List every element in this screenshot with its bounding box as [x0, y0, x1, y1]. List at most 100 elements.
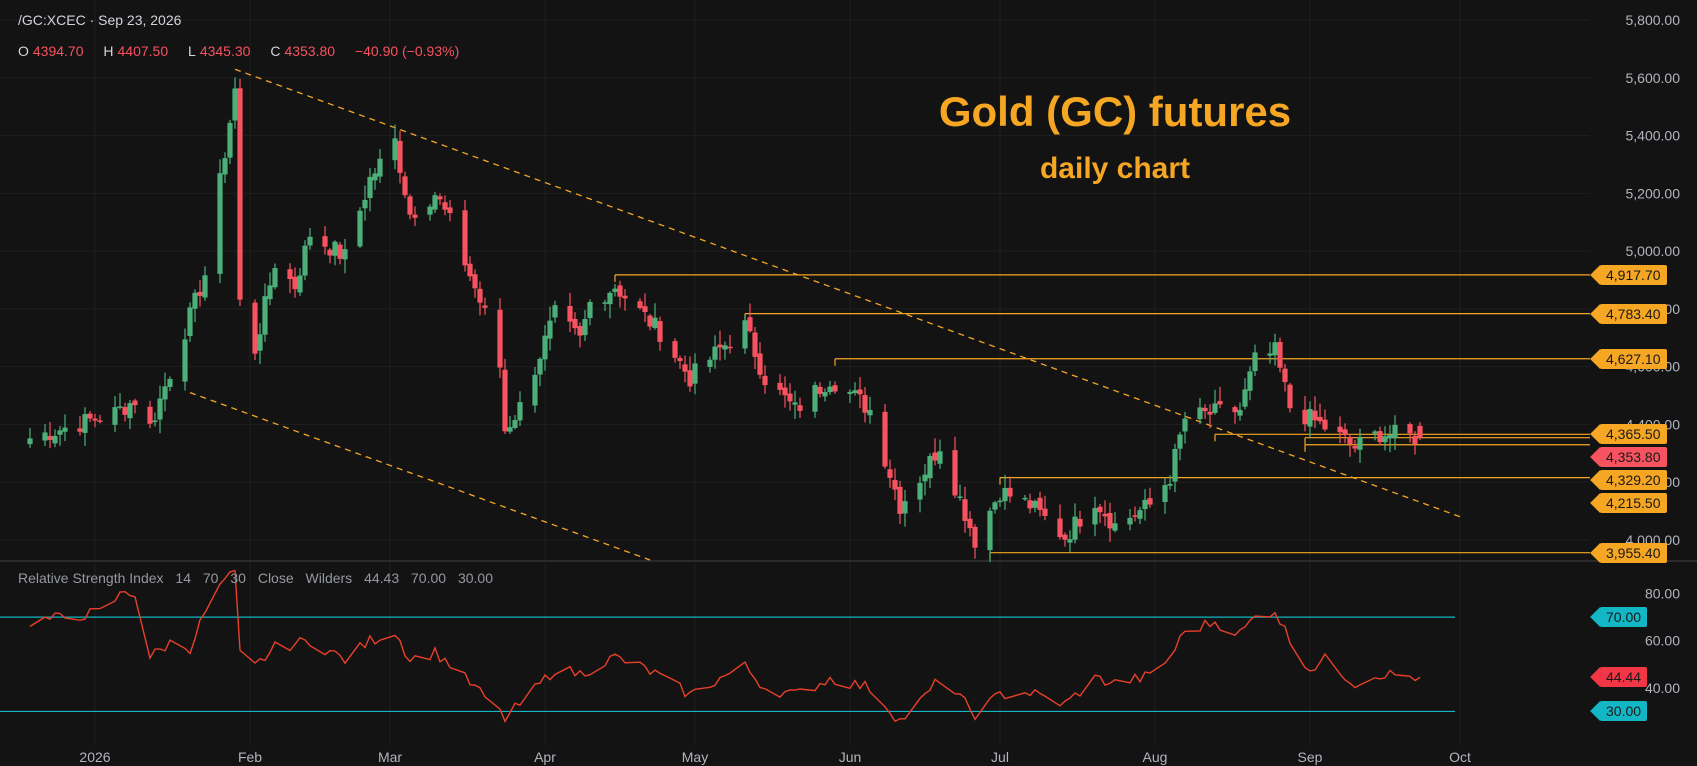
candle [1107, 502, 1113, 542]
candle [1172, 443, 1178, 493]
candle [1057, 504, 1063, 540]
x-tick-label: Oct [1449, 749, 1471, 765]
candle [1342, 423, 1348, 444]
candle [817, 382, 823, 398]
candle [1182, 411, 1188, 444]
candle-body [1077, 518, 1083, 527]
candle [372, 167, 378, 190]
candle-body [677, 358, 683, 362]
candle [267, 272, 273, 306]
candle [232, 77, 238, 129]
candle-body [897, 486, 903, 514]
candle-body [1387, 434, 1393, 439]
candle [217, 159, 223, 284]
candle-body [787, 393, 793, 402]
x-tick-label: Apr [534, 749, 556, 765]
candle [362, 185, 368, 221]
symbol-line: /GC:XCEC · Sep 23, 2026 [18, 12, 182, 28]
candle-body [937, 451, 943, 464]
candle [257, 323, 263, 365]
candle-body [182, 339, 188, 382]
candle-body [577, 326, 583, 336]
candle-body [1312, 410, 1318, 421]
candle [937, 439, 943, 469]
candle-body [462, 210, 468, 266]
trendlines [189, 68, 1461, 561]
candle [77, 416, 83, 436]
candle [477, 281, 483, 316]
candle [752, 326, 758, 370]
candle [567, 292, 573, 333]
candle [112, 396, 118, 433]
chart-subtitle: daily chart [1039, 152, 1191, 185]
candle [1387, 425, 1393, 453]
rsi-upper: 70 [202, 570, 219, 586]
candle [537, 357, 543, 387]
candle [792, 390, 798, 419]
candle [1242, 378, 1248, 410]
candle [967, 511, 973, 537]
candle-body [717, 344, 723, 348]
candle [762, 365, 768, 394]
candle [1142, 489, 1148, 521]
candle-body [647, 315, 653, 327]
candle [892, 468, 898, 501]
candle [57, 425, 63, 446]
candle [42, 424, 48, 447]
candle [132, 398, 138, 414]
candle [1312, 396, 1318, 428]
candle [1337, 416, 1343, 444]
candle [1132, 506, 1138, 522]
candle [517, 391, 523, 426]
price-level-badge: 4,627.10 [1600, 348, 1667, 369]
rsi-line [29, 569, 1421, 723]
candle [1097, 503, 1103, 524]
x-tick-label: Sep [1298, 749, 1323, 765]
candle [162, 372, 168, 412]
candle [1347, 434, 1353, 457]
candle [227, 119, 233, 165]
x-tick-label: Jul [991, 749, 1009, 765]
candle-body [602, 302, 608, 304]
candle-body [587, 301, 593, 319]
candle-body [87, 413, 93, 419]
candle-body [367, 176, 373, 199]
candle [337, 241, 343, 265]
candle-body [1172, 448, 1178, 482]
rsi-lower-value: 30.00 [457, 570, 493, 586]
candle-body [622, 295, 628, 299]
candle-body [542, 335, 548, 360]
candle-body [1212, 403, 1218, 413]
candle-body [992, 502, 998, 510]
candle [847, 389, 853, 403]
candle-body [97, 420, 103, 422]
candle-body [57, 430, 63, 435]
candle-body [637, 301, 643, 308]
candle-body [1417, 425, 1423, 438]
rsi-length: 14 [175, 570, 191, 586]
candle [127, 399, 133, 430]
candle [1237, 402, 1243, 421]
candle-body [1182, 418, 1188, 432]
candle-body [437, 196, 443, 200]
candle-body [197, 291, 203, 296]
candle-body [1067, 539, 1073, 543]
candle-body [672, 341, 678, 358]
price-level-badge-text: 4,365.50 [1606, 426, 1661, 443]
candle [1177, 431, 1183, 461]
candle-body [62, 427, 68, 432]
candle-body [467, 263, 473, 277]
rsi-level-badge: 44.44 [1600, 667, 1648, 688]
candle-body [952, 450, 958, 496]
candle [1077, 510, 1083, 534]
candle-body [862, 394, 868, 413]
candle [122, 402, 128, 422]
x-tick-label: Mar [378, 749, 402, 765]
rsi-level-badge-text: 44.44 [1606, 669, 1642, 686]
candle-body [887, 469, 893, 478]
candle [1417, 422, 1423, 441]
candle [1317, 403, 1323, 425]
candle-body [1177, 434, 1183, 449]
candle-body [42, 432, 48, 441]
